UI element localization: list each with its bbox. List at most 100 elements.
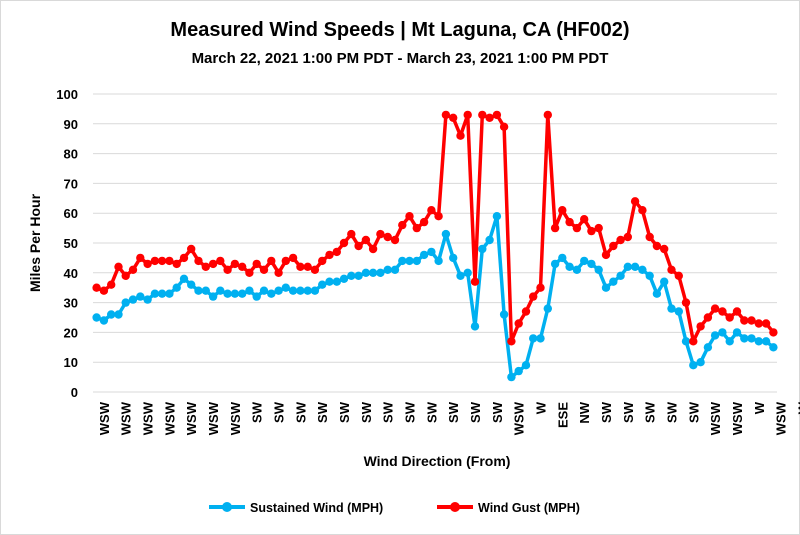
data-point-sustained xyxy=(434,256,443,266)
data-point-sustained xyxy=(601,283,611,292)
series-line-sustained xyxy=(95,214,775,379)
data-point-sustained xyxy=(252,292,261,301)
y-tick-label: 10 xyxy=(64,355,78,370)
data-point-sustained xyxy=(354,271,363,280)
data-point-sustained xyxy=(157,289,167,298)
data-point-gust xyxy=(325,250,334,260)
data-point-gust xyxy=(114,262,123,271)
data-point-sustained xyxy=(558,253,567,263)
x-tick-label: SW xyxy=(424,401,439,423)
data-point-gust xyxy=(310,265,320,274)
data-point-gust xyxy=(492,110,502,120)
data-point-gust xyxy=(507,337,516,346)
x-tick-label: SW xyxy=(293,401,308,423)
data-point-gust xyxy=(514,319,523,328)
data-point-gust xyxy=(427,206,436,215)
legend-label-gust: Wind Gust (MPH) xyxy=(478,501,580,515)
data-point-gust xyxy=(485,113,494,123)
y-tick-label: 0 xyxy=(71,385,78,400)
series-gust xyxy=(92,110,778,346)
chart-title: Measured Wind Speeds | Mt Laguna, CA (HF… xyxy=(170,19,629,41)
data-point-gust xyxy=(550,223,560,233)
data-point-gust xyxy=(769,328,778,337)
data-point-sustained xyxy=(609,277,618,286)
data-point-sustained xyxy=(616,271,625,280)
data-point-gust xyxy=(652,241,662,251)
x-axis-label: Wind Direction (From) xyxy=(364,453,511,469)
data-point-gust xyxy=(456,131,465,140)
data-point-gust xyxy=(572,223,582,233)
data-point-gust xyxy=(238,262,247,271)
data-point-gust xyxy=(616,235,625,245)
data-point-sustained xyxy=(456,271,465,280)
y-tick-label: 60 xyxy=(64,206,78,221)
data-point-gust xyxy=(361,235,371,245)
data-point-gust xyxy=(718,307,727,316)
data-point-gust xyxy=(121,271,130,280)
data-point-gust xyxy=(463,110,472,120)
data-point-gust xyxy=(267,256,276,266)
data-point-sustained xyxy=(660,277,669,286)
data-point-sustained xyxy=(463,268,472,277)
data-point-gust xyxy=(434,212,443,221)
data-point-gust xyxy=(449,113,458,123)
data-point-gust xyxy=(725,313,734,322)
data-point-gust xyxy=(623,232,632,242)
x-tick-label: SW xyxy=(250,401,265,423)
data-point-gust xyxy=(143,259,152,269)
data-point-sustained xyxy=(732,328,742,337)
data-point-sustained xyxy=(99,316,109,325)
data-point-gust xyxy=(601,250,611,260)
x-tick-label: WSW xyxy=(206,401,221,435)
data-point-sustained xyxy=(238,289,247,298)
y-tick-label: 80 xyxy=(64,147,78,162)
x-tick-label: W xyxy=(795,401,800,414)
data-point-sustained xyxy=(339,274,349,283)
data-point-sustained xyxy=(696,358,705,367)
data-point-sustained xyxy=(194,286,203,295)
x-tick-label: SW xyxy=(446,401,461,423)
x-tick-label: WSW xyxy=(730,401,745,435)
data-point-gust xyxy=(638,206,647,215)
y-tick-label: 90 xyxy=(64,117,78,132)
x-tick-label: SW xyxy=(381,401,396,423)
x-tick-label: SW xyxy=(686,401,701,423)
gridlines xyxy=(93,93,777,393)
x-tick-label: ESE xyxy=(555,402,570,428)
data-point-gust xyxy=(441,110,451,120)
data-point-sustained xyxy=(565,262,574,271)
data-point-gust xyxy=(521,307,531,316)
data-point-sustained xyxy=(405,256,414,266)
chart-subtitle: March 22, 2021 1:00 PM PDT - March 23, 2… xyxy=(192,50,609,67)
data-point-sustained xyxy=(201,286,210,295)
data-point-gust xyxy=(630,197,640,206)
data-point-gust xyxy=(216,256,225,266)
legend-label-sustained: Sustained Wind (MPH) xyxy=(250,501,383,515)
data-point-gust xyxy=(703,313,713,322)
data-point-sustained xyxy=(92,313,101,322)
data-point-sustained xyxy=(710,331,720,340)
data-point-gust xyxy=(390,235,400,245)
data-point-sustained xyxy=(318,280,327,289)
data-point-sustained xyxy=(114,310,123,319)
data-point-sustained xyxy=(769,343,778,352)
data-point-sustained xyxy=(121,298,130,307)
y-axis-ticks: 0 10 20 30 40 50 60 70 80 90 100 xyxy=(56,87,78,400)
data-point-sustained xyxy=(580,256,589,266)
data-point-sustained xyxy=(594,265,603,274)
x-tick-label: SW xyxy=(490,401,505,423)
data-point-gust xyxy=(288,253,298,263)
data-point-gust xyxy=(536,283,545,292)
data-point-gust xyxy=(339,238,349,248)
data-point-sustained xyxy=(681,337,691,346)
data-point-sustained xyxy=(514,366,523,376)
data-point-sustained xyxy=(136,292,145,301)
x-tick-label: WSW xyxy=(184,401,199,435)
data-point-sustained xyxy=(245,286,254,295)
x-tick-label: W xyxy=(534,401,549,414)
data-point-sustained xyxy=(383,265,392,274)
data-point-gust xyxy=(478,110,487,120)
data-point-sustained xyxy=(441,229,451,239)
data-point-gust xyxy=(412,223,421,233)
data-point-sustained xyxy=(216,286,225,295)
